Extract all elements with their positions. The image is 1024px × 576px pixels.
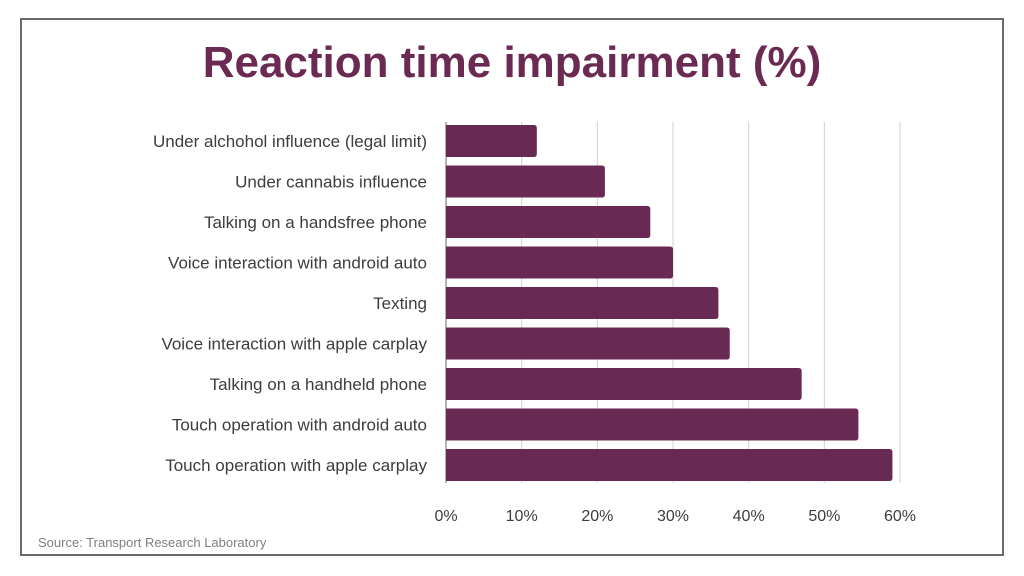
bar bbox=[446, 287, 719, 319]
x-tick-labels: 0% 10% 20% 30% 40% 50% 60% bbox=[434, 508, 916, 525]
category-label: Talking on a handheld phone bbox=[210, 375, 427, 394]
x-tick-label: 40% bbox=[733, 508, 765, 525]
bar bbox=[446, 327, 730, 360]
bar bbox=[446, 165, 605, 198]
category-label: Voice interaction with apple carplay bbox=[161, 335, 427, 354]
x-tick-label: 60% bbox=[884, 508, 916, 525]
bar bbox=[446, 408, 859, 441]
category-label: Talking on a handsfree phone bbox=[204, 213, 427, 232]
category-labels: Under alchohol influence (legal limit) Un… bbox=[153, 132, 428, 475]
category-label: Under alchohol influence (legal limit) bbox=[153, 132, 427, 151]
x-tick-label: 10% bbox=[506, 508, 538, 525]
category-label: Under cannabis influence bbox=[235, 173, 427, 192]
x-tick-label: 50% bbox=[808, 508, 840, 525]
bar bbox=[446, 125, 537, 157]
category-label: Touch operation with apple carplay bbox=[165, 456, 427, 475]
x-tick-label: 20% bbox=[581, 508, 613, 525]
source-note: Source: Transport Research Laboratory bbox=[38, 535, 267, 550]
category-label: Voice interaction with android auto bbox=[168, 254, 427, 273]
bar bbox=[446, 449, 893, 481]
x-tick-label: 0% bbox=[434, 508, 457, 525]
bars bbox=[446, 125, 893, 481]
x-tick-label: 30% bbox=[657, 508, 689, 525]
bar bbox=[446, 246, 673, 279]
category-label: Touch operation with android auto bbox=[172, 416, 427, 435]
category-label: Texting bbox=[373, 294, 427, 313]
bar bbox=[446, 368, 802, 400]
chart-title: Reaction time impairment (%) bbox=[202, 38, 822, 87]
bar bbox=[446, 206, 651, 238]
